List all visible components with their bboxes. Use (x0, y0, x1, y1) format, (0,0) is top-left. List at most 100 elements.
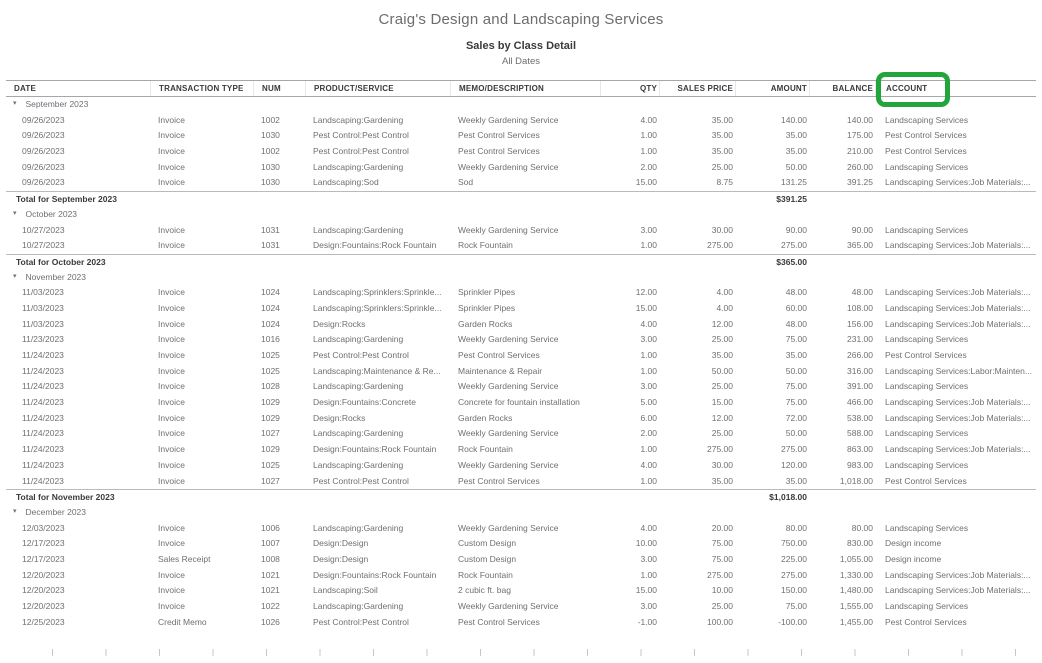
collapse-triangle-icon[interactable]: ▾ (13, 100, 17, 107)
table-row[interactable]: 11/24/2023 Invoice 1028 Landscaping:Gardeni… (6, 379, 1036, 395)
collapse-triangle-icon[interactable]: ▾ (13, 209, 17, 217)
table-row[interactable]: 11/03/2023 Invoice 1024 Landscaping:Sprinkl… (6, 301, 1036, 317)
cell-product-service: Landscaping:Sod (313, 177, 379, 188)
cell-balance: 863.00 (847, 444, 873, 455)
table-row[interactable]: 11/24/2023 Invoice 1025 Landscaping:Mainten… (6, 364, 1036, 380)
cell-memo-description: Weekly Gardening Service (458, 428, 559, 439)
table-row[interactable]: 12/17/2023 Invoice 1007 Design:Design Custom… (6, 536, 1036, 552)
cell-balance: 266.00 (847, 350, 873, 360)
report-table: DATE TRANSACTION TYPE NUM PRODUCT/SERVICE ME… (6, 80, 1036, 630)
cell-num: 1025 (261, 459, 280, 470)
cell-product-service: Pest Control:Pest Control (313, 616, 409, 627)
cell-product-service: Pest Control:Pest Control (313, 350, 409, 360)
cell-product-service: Pest Control:Pest Control (313, 146, 409, 157)
table-row[interactable]: 12/20/2023 Invoice 1022 Landscaping:Gardeni… (6, 599, 1036, 615)
cell-transaction-type: Invoice (158, 444, 185, 455)
cell-account: Landscaping Services (885, 381, 969, 392)
table-row[interactable]: 09/26/2023 Invoice 1002 Landscaping:Gardeni… (6, 113, 1036, 129)
cell-qty: 6.00 (640, 412, 657, 423)
cell-sales-price: 25.00 (711, 334, 733, 345)
table-row[interactable]: 11/23/2023 Invoice 1016 Landscaping:Gardeni… (6, 332, 1036, 348)
table-row[interactable]: 11/03/2023 Invoice 1024 Design:Rocks Garden … (6, 317, 1036, 333)
cell-num: 1024 (261, 302, 280, 313)
cell-num: 1006 (261, 522, 280, 533)
cell-account: Landscaping Services:Job Materials:... (885, 240, 1031, 251)
total-amount: $1,018.00 (769, 492, 807, 503)
cell-product-service: Design:Rocks (313, 318, 366, 329)
cell-qty: 4.00 (640, 114, 657, 125)
cell-num: 1027 (261, 475, 280, 486)
cell-transaction-type: Invoice (158, 381, 185, 392)
cell-sales-price: 35.00 (711, 350, 733, 360)
table-row[interactable]: 09/26/2023 Invoice 1030 Pest Control:Pest C… (6, 128, 1036, 144)
cell-amount: 75.00 (785, 601, 807, 611)
cell-account: Design income (885, 538, 942, 549)
total-label: Total for October 2023 (16, 256, 106, 267)
table-row[interactable]: 11/24/2023 Invoice 1025 Pest Control:Pest C… (6, 348, 1036, 364)
month-group-row[interactable]: ▾ October 2023 (6, 207, 1036, 223)
table-row[interactable]: 10/27/2023 Invoice 1031 Landscaping:Gardeni… (6, 223, 1036, 239)
report-date-range: All Dates (501, 56, 540, 67)
table-row[interactable]: 12/20/2023 Invoice 1021 Design:Fountains:Ro… (6, 568, 1036, 584)
cell-product-service: Landscaping:Sprinklers:Sprinkle... (313, 287, 442, 298)
table-row[interactable]: 11/03/2023 Invoice 1024 Landscaping:Sprinkl… (6, 285, 1036, 301)
cell-memo-description: Custom Design (458, 553, 517, 564)
collapse-triangle-icon[interactable]: ▾ (13, 272, 17, 280)
table-row[interactable]: 12/20/2023 Invoice 1021 Landscaping:Soil 2 c… (6, 583, 1036, 599)
table-row[interactable]: 11/24/2023 Invoice 1027 Landscaping:Gardeni… (6, 426, 1036, 442)
cell-date: 11/24/2023 (22, 412, 64, 423)
cell-num: 1007 (261, 538, 280, 549)
company-name: Craig's Design and Landscaping Services (378, 11, 664, 28)
table-row[interactable]: 12/17/2023 Sales Receipt 1008 Design:Design… (6, 552, 1036, 568)
cell-memo-description: Concrete for fountain installation (458, 397, 580, 408)
cell-transaction-type: Sales Receipt (158, 553, 211, 564)
cell-sales-price: 35.00 (711, 475, 733, 486)
table-row[interactable]: 09/26/2023 Invoice 1030 Landscaping:Sod Sod 1… (6, 175, 1036, 191)
table-row[interactable]: 12/25/2023 Credit Memo 1026 Pest Control:Pe… (6, 615, 1036, 631)
month-group-row[interactable]: ▾ December 2023 (6, 505, 1036, 521)
table-row[interactable]: 10/27/2023 Invoice 1031 Design:Fountains:Ro… (6, 238, 1036, 254)
column-header-balance: BALANCE (809, 81, 875, 96)
cell-account: Landscaping Services:Job Materials:... (885, 444, 1031, 455)
cell-sales-price: 35.00 (711, 114, 733, 125)
table-row[interactable]: 12/03/2023 Invoice 1006 Landscaping:Gardeni… (6, 521, 1036, 537)
cell-amount: -100.00 (778, 616, 807, 627)
cell-product-service: Landscaping:Gardening (313, 601, 404, 611)
table-row[interactable]: 11/24/2023 Invoice 1029 Design:Fountains:Co… (6, 395, 1036, 411)
cell-date: 11/23/2023 (22, 334, 64, 345)
table-row[interactable]: 11/24/2023 Invoice 1027 Pest Control:Pest C… (6, 474, 1036, 490)
cell-sales-price: 275.00 (707, 569, 733, 580)
cell-memo-description: Weekly Gardening Service (458, 114, 559, 125)
total-label: Total for November 2023 (16, 492, 115, 503)
table-row[interactable]: 09/26/2023 Invoice 1030 Landscaping:Gardeni… (6, 160, 1036, 176)
month-group-row[interactable]: ▾ September 2023 (6, 97, 1036, 113)
cell-product-service: Landscaping:Gardening (313, 224, 404, 235)
cell-sales-price: 12.00 (711, 318, 733, 329)
cell-account: Pest Control Services (885, 616, 967, 627)
collapse-triangle-icon[interactable]: ▾ (13, 507, 17, 515)
cell-memo-description: Garden Rocks (458, 318, 513, 329)
table-row[interactable]: 11/24/2023 Invoice 1029 Design:Fountains:Ro… (6, 442, 1036, 458)
column-resize-ticks[interactable] (52, 649, 1032, 656)
table-row[interactable]: 09/26/2023 Invoice 1002 Pest Control:Pest C… (6, 144, 1036, 160)
cell-date: 12/20/2023 (22, 585, 65, 596)
cell-num: 1031 (261, 224, 280, 235)
cell-qty: 3.00 (640, 334, 657, 345)
table-row[interactable]: 11/24/2023 Invoice 1029 Design:Rocks Garden … (6, 411, 1036, 427)
cell-balance: 156.00 (847, 318, 873, 329)
cell-product-service: Design:Fountains:Concrete (313, 397, 417, 408)
total-label: Total for September 2023 (16, 194, 117, 205)
month-group-label: December 2023 (25, 506, 86, 517)
table-row[interactable]: 11/24/2023 Invoice 1025 Landscaping:Gardeni… (6, 458, 1036, 474)
cell-account: Landscaping Services (885, 114, 969, 125)
cell-memo-description: Weekly Gardening Service (458, 459, 559, 470)
total-row: Total for October 2023 $365.00 (6, 253, 1036, 270)
cell-sales-price: 35.00 (711, 130, 733, 141)
month-group-label: November 2023 (25, 271, 86, 282)
cell-product-service: Pest Control:Pest Control (313, 130, 409, 141)
report-table-body: ▾ September 2023 09/26/2023 Invoice 1002 Land… (6, 97, 1036, 630)
month-group-label: September 2023 (25, 99, 89, 109)
month-group-row[interactable]: ▾ November 2023 (6, 270, 1036, 286)
cell-account: Landscaping Services (885, 522, 969, 533)
